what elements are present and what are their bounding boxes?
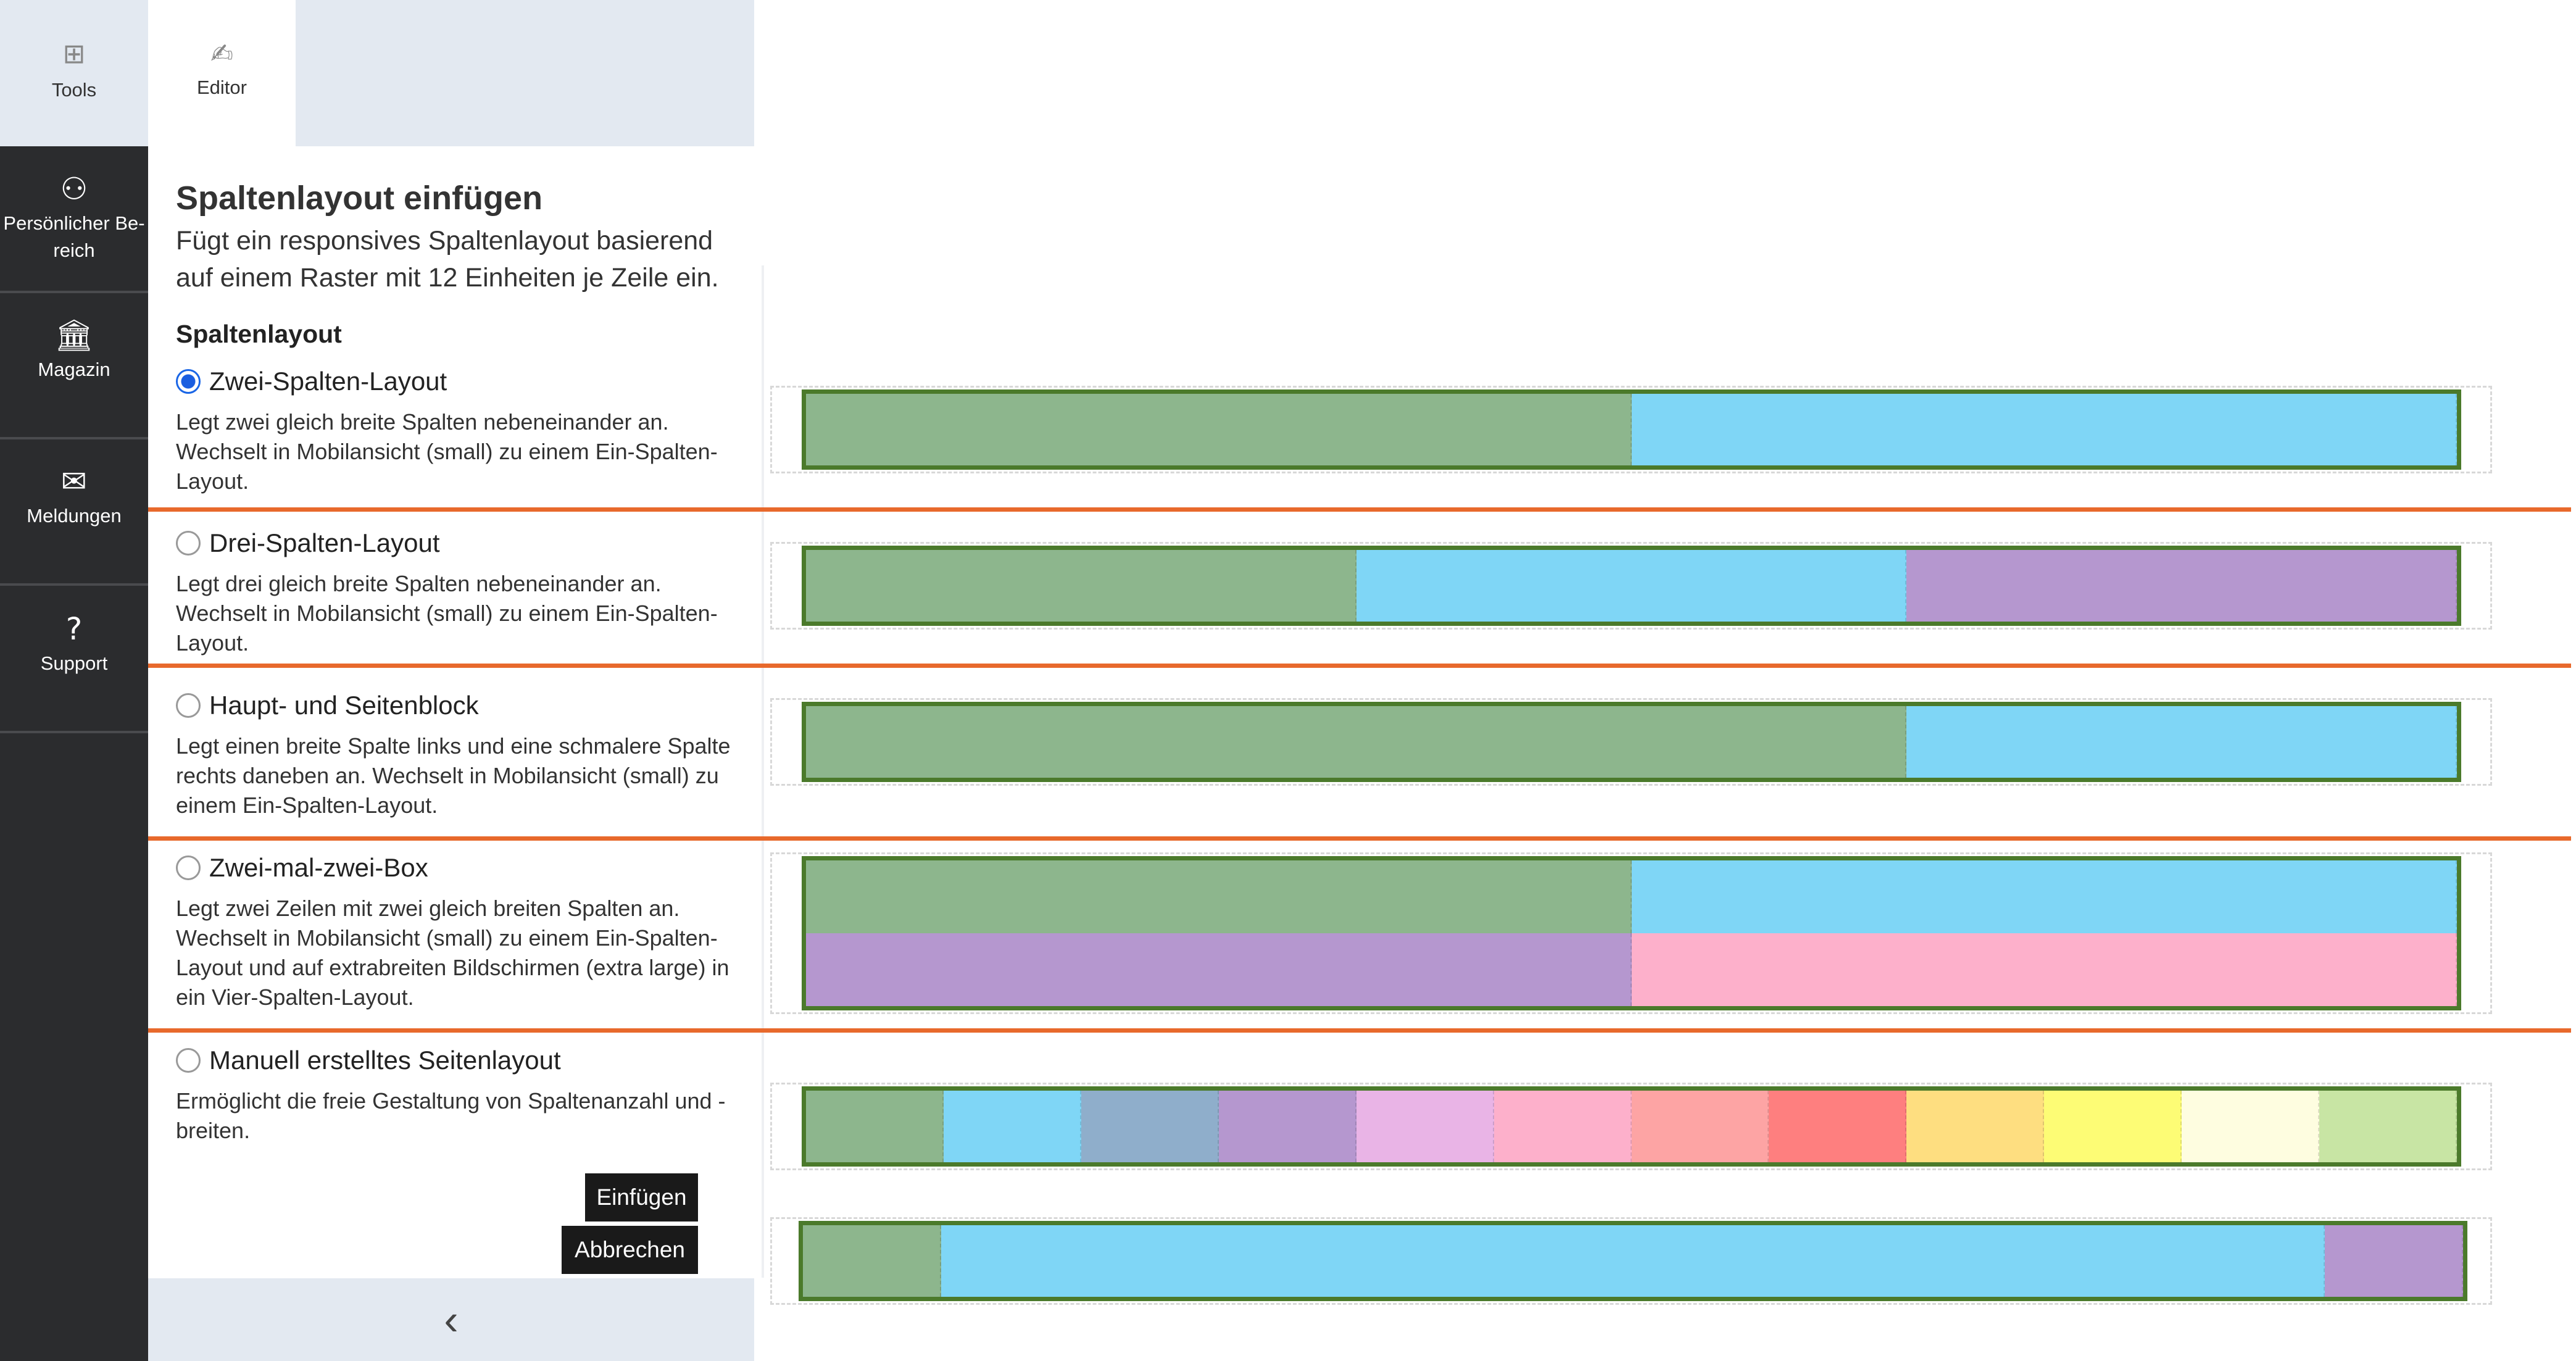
preview-outline	[770, 542, 2492, 630]
preview-column	[806, 933, 1632, 1006]
preview-column	[2182, 1091, 2320, 1162]
preview-outline	[770, 386, 2492, 473]
separator	[148, 664, 2571, 668]
layout-option[interactable]: Manuell erstelltes Seitenlayout Ermöglich…	[176, 1043, 750, 1146]
preview-outline	[770, 1083, 2492, 1170]
preview-column	[1906, 706, 2457, 778]
sidebar-item-tools[interactable]: ⊞ Tools	[0, 0, 148, 146]
bank-icon: 🏛	[54, 317, 94, 353]
preview-column	[1631, 933, 2457, 1006]
preview-column	[1769, 1091, 1907, 1162]
sidebar-item-meldungen[interactable]: ✉ Meldungen	[0, 441, 148, 586]
preview-column	[1631, 1091, 1769, 1162]
layout-preview[interactable]	[802, 1086, 2461, 1167]
option-description: Legt zwei gleich breite Spalten nebenein…	[176, 409, 718, 494]
preview-column	[1631, 860, 2457, 933]
option-description: Legt zwei Zeilen mit zwei gleich breiten…	[176, 896, 729, 1010]
preview-outline	[770, 1217, 2492, 1305]
layout-option[interactable]: Haupt- und Seitenblock Legt einen breite …	[176, 688, 750, 820]
preview-column	[1356, 550, 1907, 622]
dialog-title: Spaltenlayout einfügen	[176, 180, 543, 217]
preview-column	[2319, 1091, 2457, 1162]
preview-column	[2044, 1091, 2182, 1162]
layout-option[interactable]: Drei-Spalten-Layout Legt drei gleich brei…	[176, 526, 750, 658]
envelope-icon: ✉	[61, 464, 87, 499]
preview-column	[2324, 1225, 2463, 1297]
sidebar-item-support[interactable]: ? Support	[0, 588, 148, 733]
layout-preview[interactable]	[799, 1221, 2467, 1301]
preview-column	[1081, 1091, 1219, 1162]
layout-option[interactable]: Zwei-Spalten-Layout Legt zwei gleich brei…	[176, 364, 750, 496]
preview-column	[1356, 1091, 1494, 1162]
layout-preview[interactable]	[802, 389, 2461, 470]
preview-column	[941, 1225, 2325, 1297]
tab-editor[interactable]: ✍ Editor	[148, 0, 296, 146]
option-description: Legt drei gleich breite Spalten nebenein…	[176, 571, 718, 656]
preview-column	[806, 550, 1357, 622]
pen-icon: ✍	[210, 38, 233, 70]
preview-column	[806, 860, 1632, 933]
grid-icon: ⊞	[62, 38, 86, 70]
radio-button[interactable]	[176, 855, 201, 880]
radio-label[interactable]: Drei-Spalten-Layout	[176, 526, 750, 560]
insert-button[interactable]: Einfügen	[585, 1173, 698, 1222]
user-icon: ⚇	[60, 171, 88, 207]
radio-button[interactable]	[176, 369, 201, 394]
preview-column	[1906, 550, 2457, 622]
option-description: Legt einen breite Spalte links und eine …	[176, 733, 731, 818]
chevron-left-icon: ‹	[444, 1296, 459, 1344]
radio-label[interactable]: Manuell erstelltes Seitenlayout	[176, 1043, 750, 1078]
separator	[148, 507, 2571, 512]
preview-column	[1218, 1091, 1357, 1162]
sidebar-item-personal[interactable]: ⚇ Persönlicher Be-reich	[0, 148, 148, 293]
layout-preview[interactable]	[802, 702, 2461, 782]
preview-column	[806, 706, 1907, 778]
separator	[148, 836, 2571, 841]
preview-column	[1494, 1091, 1632, 1162]
option-description: Ermöglicht die freie Gestaltung von Spal…	[176, 1088, 726, 1143]
radio-label[interactable]: Zwei-Spalten-Layout	[176, 364, 750, 399]
radio-button[interactable]	[176, 1048, 201, 1073]
radio-button[interactable]	[176, 531, 201, 556]
panel-divider	[762, 265, 764, 1278]
separator	[148, 1028, 2571, 1033]
sidebar-item-magazin[interactable]: 🏛 Magazin	[0, 294, 148, 439]
preview-column	[806, 394, 1632, 465]
preview-column	[1631, 394, 2457, 465]
layout-preview[interactable]	[802, 546, 2461, 626]
section-label: Spaltenlayout	[176, 320, 342, 348]
preview-column	[1906, 1091, 2045, 1162]
preview-outline	[770, 698, 2492, 786]
radio-button[interactable]	[176, 693, 201, 718]
preview-column	[806, 1091, 944, 1162]
collapse-panel-button[interactable]: ‹	[148, 1278, 754, 1361]
layout-option[interactable]: Zwei-mal-zwei-Box Legt zwei Zeilen mit zw…	[176, 851, 750, 1012]
sidebar: ⊞ Tools ⚇ Persönlicher Be-reich 🏛 Magazin ✉…	[0, 0, 148, 1361]
question-icon: ?	[65, 611, 83, 647]
preview-column	[943, 1091, 1081, 1162]
cancel-button[interactable]: Abbrechen	[562, 1226, 698, 1274]
preview-column	[803, 1225, 942, 1297]
dialog-description: Fügt ein responsives Spaltenlayout basie…	[176, 226, 719, 293]
radio-label[interactable]: Haupt- und Seitenblock	[176, 688, 750, 723]
preview-outline	[770, 852, 2492, 1014]
radio-label[interactable]: Zwei-mal-zwei-Box	[176, 851, 750, 885]
layout-preview[interactable]	[802, 856, 2461, 1010]
